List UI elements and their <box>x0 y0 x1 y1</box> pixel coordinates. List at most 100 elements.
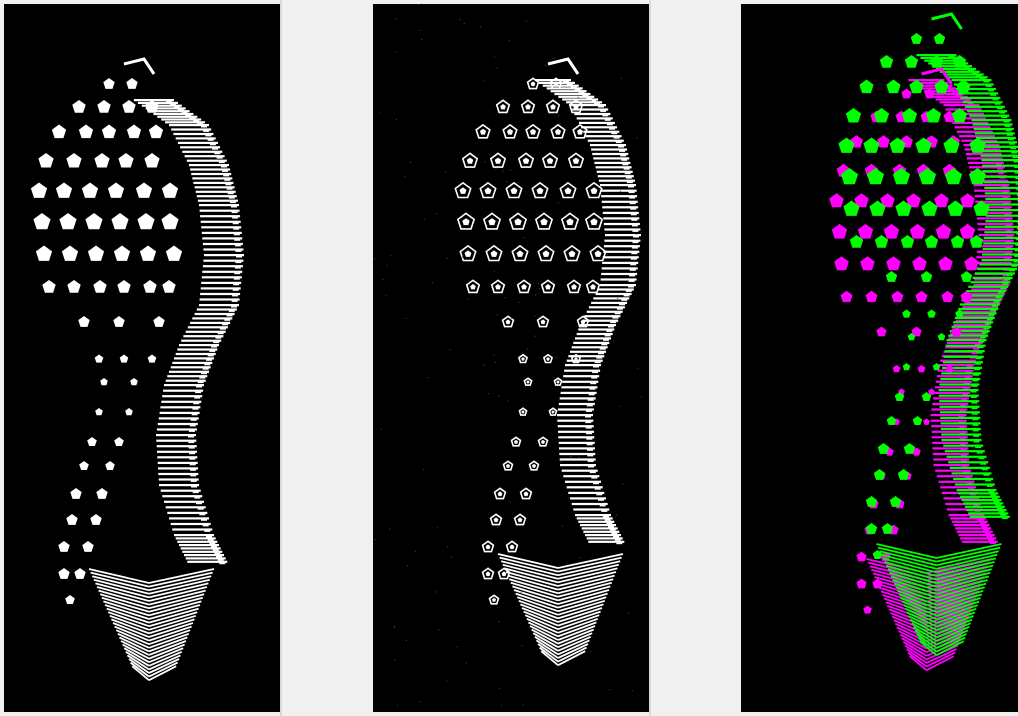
tread-lug <box>546 357 550 361</box>
tread-stripe <box>162 395 203 398</box>
tread-stripe <box>1005 129 1012 132</box>
tread-lug <box>550 104 556 110</box>
heel-stripe <box>557 578 614 595</box>
tread-stripe <box>949 330 990 333</box>
tread-stripe <box>190 469 196 471</box>
heel-stripe <box>936 575 990 592</box>
tread-stripe <box>234 272 241 275</box>
tread-stripe <box>226 314 233 317</box>
heel-stripe <box>518 599 559 616</box>
tread-stripe <box>985 479 992 482</box>
heel-stripe <box>148 568 215 584</box>
noise-speck <box>601 129 603 131</box>
tread-lug <box>570 353 582 364</box>
tread-stripe <box>948 89 955 91</box>
tread-stripe <box>970 396 977 399</box>
tread-stripe <box>938 389 979 392</box>
tread-stripe <box>177 109 184 111</box>
tread-stripe <box>947 76 988 79</box>
tread-lug <box>866 168 885 185</box>
tread-lug <box>920 271 933 282</box>
noise-speck <box>578 456 580 458</box>
tread-stripe <box>188 430 195 432</box>
heel-stripe <box>103 600 150 617</box>
noise-speck <box>417 4 419 6</box>
tread-stripe <box>951 520 988 523</box>
heel-stripe <box>557 574 615 591</box>
tread-stripe <box>201 276 242 279</box>
tread-stripe <box>557 414 593 417</box>
heel-stripe <box>936 597 981 613</box>
tread-stripe <box>604 519 611 521</box>
tread-stripe <box>164 500 204 503</box>
tread-stripe <box>586 537 623 540</box>
noise-speck <box>636 137 638 139</box>
tread-stripe <box>200 292 241 296</box>
tread-stripe <box>600 110 607 112</box>
heel-stripe <box>890 575 937 592</box>
noise-speck <box>554 112 556 114</box>
heel-stripe <box>905 648 928 664</box>
noise-speck <box>537 283 539 285</box>
tread-stripe <box>971 407 978 410</box>
heel-stripe <box>904 644 927 661</box>
tread-stripe <box>990 309 997 312</box>
noise-speck <box>640 396 643 398</box>
tread-stripe <box>590 100 597 102</box>
tread-stripe <box>201 281 242 284</box>
tread-stripe <box>983 175 1018 178</box>
tread-stripe <box>608 526 614 528</box>
heel-stripe <box>532 632 559 648</box>
tread-lug <box>923 418 930 425</box>
tread-stripe <box>632 230 639 232</box>
tread-stripe <box>951 472 992 475</box>
tread-lug <box>915 290 928 303</box>
heel-stripe <box>908 615 937 631</box>
heel-stripe <box>557 614 600 631</box>
heel-stripe <box>91 575 150 592</box>
tread-stripe <box>559 458 596 461</box>
tread-stripe <box>960 454 967 457</box>
tread-lug <box>485 244 503 262</box>
tread-stripe <box>1016 233 1018 235</box>
tread-stripe <box>967 110 1008 113</box>
tread-stripe <box>961 399 968 401</box>
tread-lug <box>892 168 911 185</box>
noise-speck <box>405 317 407 320</box>
tread-lug <box>542 353 554 364</box>
heel-stripe <box>90 571 150 588</box>
tread-lug <box>865 290 878 303</box>
tread-stripe <box>974 272 1015 275</box>
tread-stripe <box>192 408 199 410</box>
tread-lug <box>921 67 953 85</box>
tread-stripe <box>986 209 1018 212</box>
shoe-print-panel-overlay <box>741 4 1018 712</box>
heel-stripe <box>529 625 559 641</box>
tread-stripe <box>183 335 224 338</box>
tread-lug <box>874 235 889 248</box>
tread-stripe <box>614 539 621 541</box>
tread-lug <box>881 523 894 534</box>
tread-stripe <box>967 69 974 72</box>
noise-speck <box>463 22 465 25</box>
tread-lug <box>892 364 901 373</box>
tread-stripe <box>233 233 240 236</box>
tread-stripe <box>966 157 1003 160</box>
tread-stripe <box>156 428 197 431</box>
tread-stripe <box>946 339 987 342</box>
tread-stripe <box>157 456 198 459</box>
tread-stripe <box>960 404 967 407</box>
tread-lug <box>65 595 75 604</box>
heel-stripe <box>936 615 974 631</box>
tread-stripe <box>193 181 234 184</box>
tread-stripe <box>950 332 987 336</box>
tread-lug <box>59 213 77 230</box>
heel-stripe <box>557 607 603 623</box>
tread-lug <box>162 280 176 293</box>
noise-speck <box>431 282 433 284</box>
tread-stripe <box>1004 258 1011 260</box>
tread-stripe <box>189 452 195 455</box>
tread-stripe <box>939 411 980 414</box>
tread-stripe <box>972 276 1013 279</box>
tread-stripe <box>945 344 986 347</box>
